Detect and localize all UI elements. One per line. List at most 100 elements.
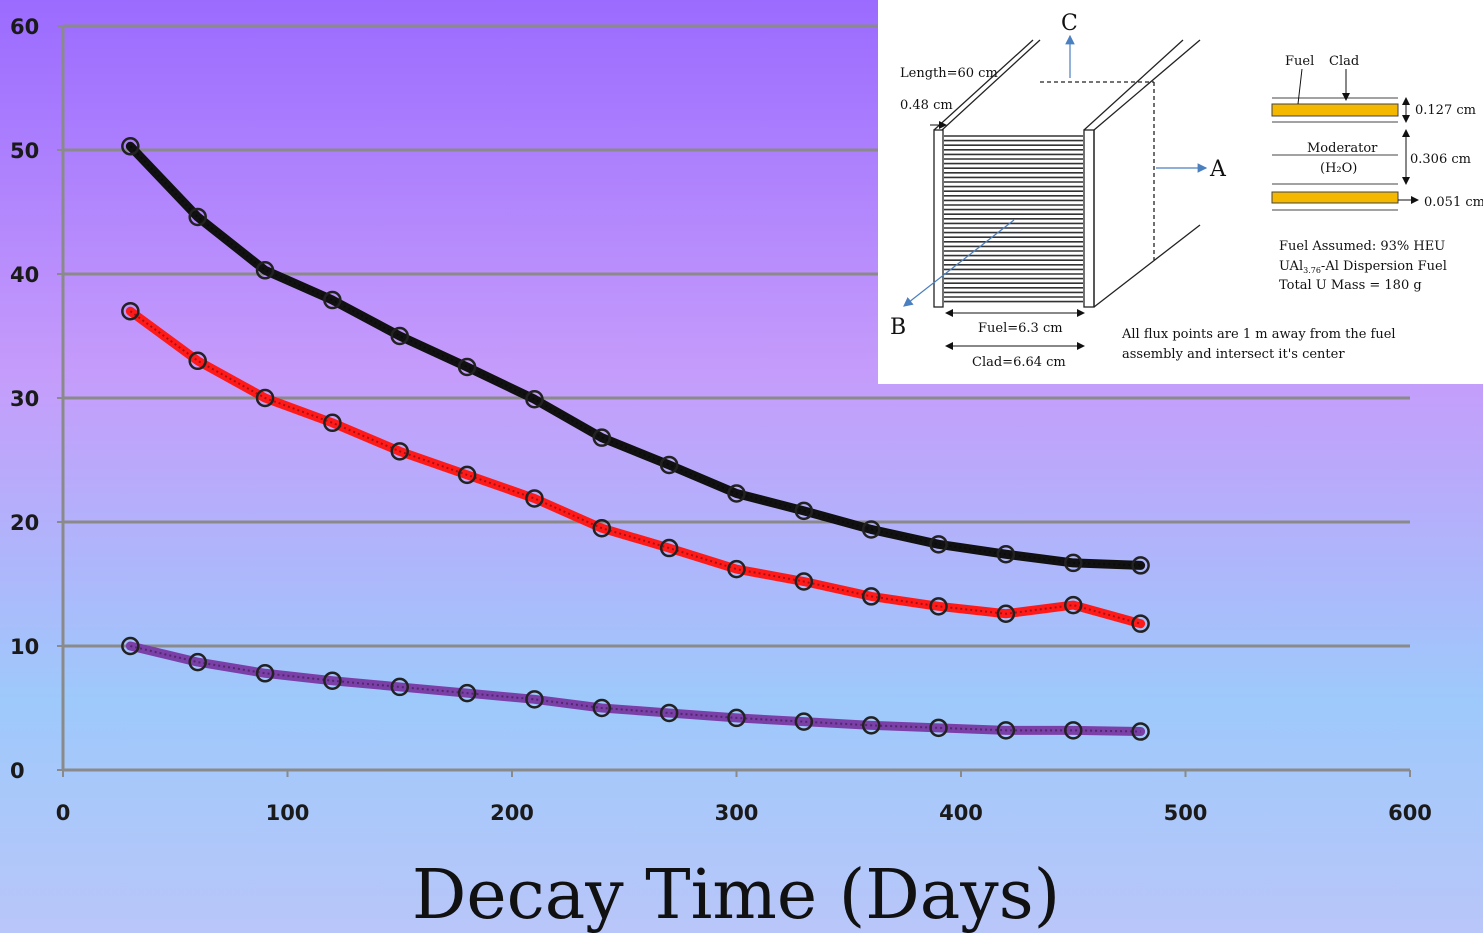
x-tick-label: 500 [1164, 801, 1208, 825]
data-point [727, 708, 746, 728]
y-tick-label: 30 [10, 387, 39, 411]
data-point [188, 652, 207, 672]
data-point [188, 207, 207, 227]
data-point [929, 597, 948, 616]
data-point [592, 698, 612, 718]
series-line [125, 641, 1146, 737]
label-clad: Clad [1329, 54, 1359, 69]
label-total-mass: Total U Mass = 180 g [1279, 278, 1422, 293]
label-c: C [1061, 11, 1078, 36]
data-point [861, 716, 881, 735]
data-point [929, 535, 948, 554]
y-tick-label: 60 [10, 15, 39, 39]
data-point [121, 301, 140, 321]
data-point [1064, 595, 1083, 615]
data-point [659, 703, 679, 723]
series-3 [121, 636, 1150, 741]
y-tick-label: 40 [10, 263, 39, 287]
label-thickness: 0.48 cm [900, 98, 953, 113]
label-fuel-assumed: Fuel Assumed: 93% HEU [1279, 239, 1445, 254]
data-point [929, 718, 948, 738]
assembly-box [933, 39, 1201, 308]
x-axis-label: Decay Time (Days) [412, 856, 1060, 933]
data-point [592, 428, 612, 447]
fuel-assembly-inset: C A B Length=60 cm 0.48 cm Fuel=6.3 cm C… [878, 0, 1483, 384]
x-tick-label: 0 [56, 801, 71, 825]
data-point [457, 465, 477, 485]
label-clad-width: Clad=6.64 cm [972, 355, 1066, 370]
data-point [525, 690, 544, 709]
data-point [1064, 721, 1083, 740]
data-point [996, 721, 1016, 740]
data-point [996, 604, 1016, 624]
y-tick-label: 0 [10, 759, 25, 783]
data-point [323, 413, 342, 433]
fuel-assembly-diagram: C A B Length=60 cm 0.48 cm Fuel=6.3 cm C… [890, 11, 1483, 370]
data-point [188, 351, 207, 371]
series-line [125, 306, 1146, 629]
data-point [861, 520, 881, 539]
data-point [1064, 553, 1083, 573]
data-point [659, 538, 679, 558]
label-moderator-formula: (H₂O) [1320, 161, 1357, 176]
data-point [255, 664, 275, 683]
data-point [525, 389, 544, 409]
label-note-line1: All flux points are 1 m away from the fu… [1121, 327, 1396, 342]
data-point [794, 712, 814, 731]
series-line-dotted [129, 145, 1141, 567]
x-tick-label: 200 [490, 801, 534, 825]
data-point [457, 683, 477, 703]
data-point [390, 677, 409, 697]
series-1 [121, 137, 1150, 575]
data-point [121, 137, 140, 156]
data-point [121, 636, 140, 656]
data-point [323, 671, 342, 690]
label-dim-clad: 0.051 cm [1424, 195, 1483, 210]
x-tick-label: 600 [1388, 801, 1432, 825]
y-tick-label: 20 [10, 511, 39, 535]
label-fuel: Fuel [1285, 54, 1314, 69]
label-dim-moderator: 0.306 cm [1410, 152, 1471, 167]
data-point [794, 572, 814, 591]
data-point [255, 388, 275, 408]
data-point [794, 501, 814, 521]
label-fuel-type: UAl3.76-Al Dispersion Fuel [1279, 259, 1447, 275]
data-point [727, 559, 746, 579]
label-length: Length=60 cm [900, 66, 998, 81]
data-point [1131, 722, 1150, 741]
data-point [861, 587, 881, 606]
data-point [457, 357, 477, 377]
data-point [659, 455, 679, 475]
label-a: A [1209, 157, 1227, 182]
data-point [1131, 556, 1150, 575]
series-group [121, 137, 1150, 741]
x-tick-label: 100 [266, 801, 310, 825]
plate-cross-section [1271, 68, 1419, 211]
axes [61, 26, 1410, 772]
arrow-b [903, 219, 1015, 307]
x-tick-label: 300 [715, 801, 759, 825]
data-point [255, 261, 275, 280]
series-line-dotted [130, 645, 1141, 733]
label-dim-fuel-plate: 0.127 cm [1415, 103, 1476, 118]
series-line [125, 141, 1146, 570]
label-b: B [890, 315, 906, 340]
data-point [390, 442, 409, 461]
x-tick-label: 400 [939, 801, 983, 825]
data-point [390, 326, 409, 346]
label-moderator: Moderator [1307, 141, 1378, 156]
fuel-plates [944, 135, 1083, 303]
data-point [727, 484, 746, 503]
label-fuel-width: Fuel=6.3 cm [978, 321, 1063, 336]
series-line-dotted [129, 310, 1141, 625]
series-2 [121, 301, 1150, 633]
data-point [996, 544, 1016, 564]
label-note-line2: assembly and intersect it's center [1122, 347, 1345, 362]
y-tick-label: 10 [10, 635, 39, 659]
data-point [323, 290, 342, 310]
y-tick-label: 50 [10, 139, 39, 163]
data-point [525, 489, 544, 508]
data-point [1131, 614, 1150, 633]
data-point [592, 518, 612, 538]
